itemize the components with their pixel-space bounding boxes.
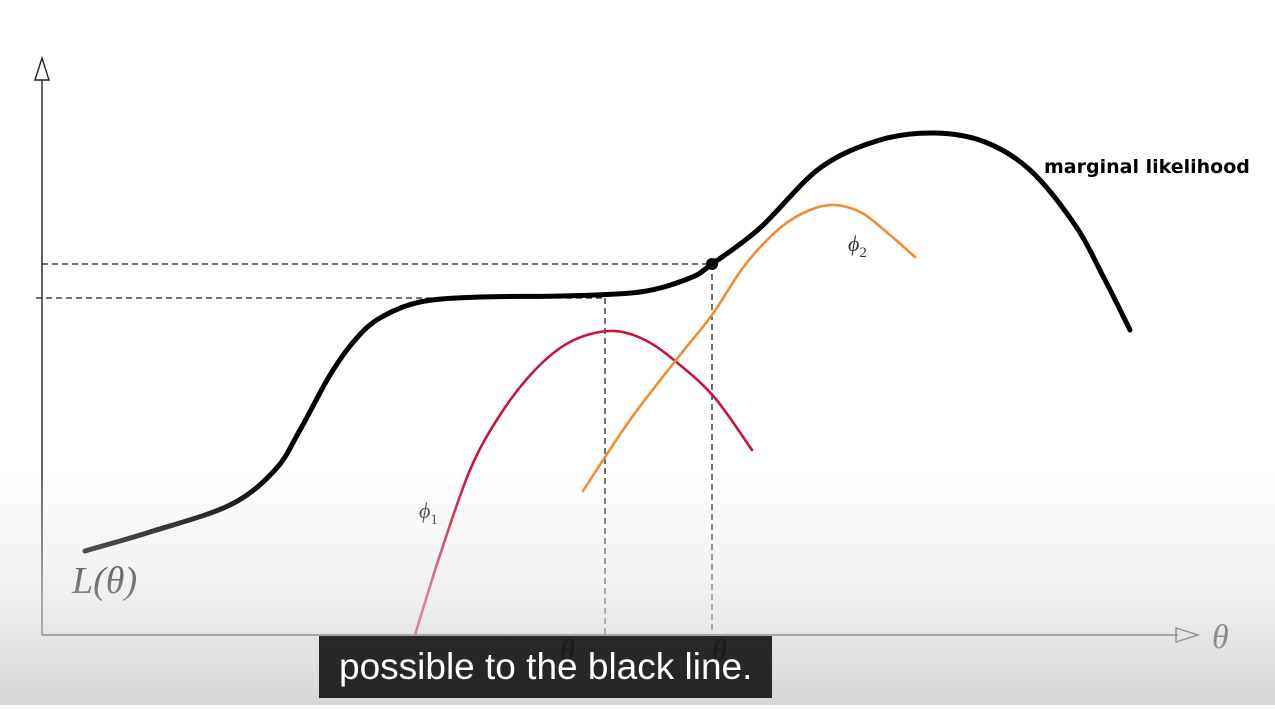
x-axis-label: θ xyxy=(1212,619,1229,656)
phi2-label: ϕ2 xyxy=(848,231,867,261)
l-theta-label: L(θ) xyxy=(71,560,137,602)
phi1-curve xyxy=(413,329,754,637)
x-axis-arrow-icon xyxy=(1175,627,1201,643)
phi1-label: ϕ1 xyxy=(419,498,438,528)
phi2-subscript: 2 xyxy=(859,245,867,261)
y-axis-arrow-icon xyxy=(34,55,50,81)
subtitle-caption: possible to the black line. xyxy=(319,636,773,698)
marginal-likelihood-label: marginal likelihood xyxy=(1044,156,1250,178)
marginal-likelihood-curve xyxy=(82,130,1133,554)
phi2-curve xyxy=(581,203,917,493)
intersection-point xyxy=(706,258,718,270)
phi1-subscript: 1 xyxy=(430,512,438,528)
